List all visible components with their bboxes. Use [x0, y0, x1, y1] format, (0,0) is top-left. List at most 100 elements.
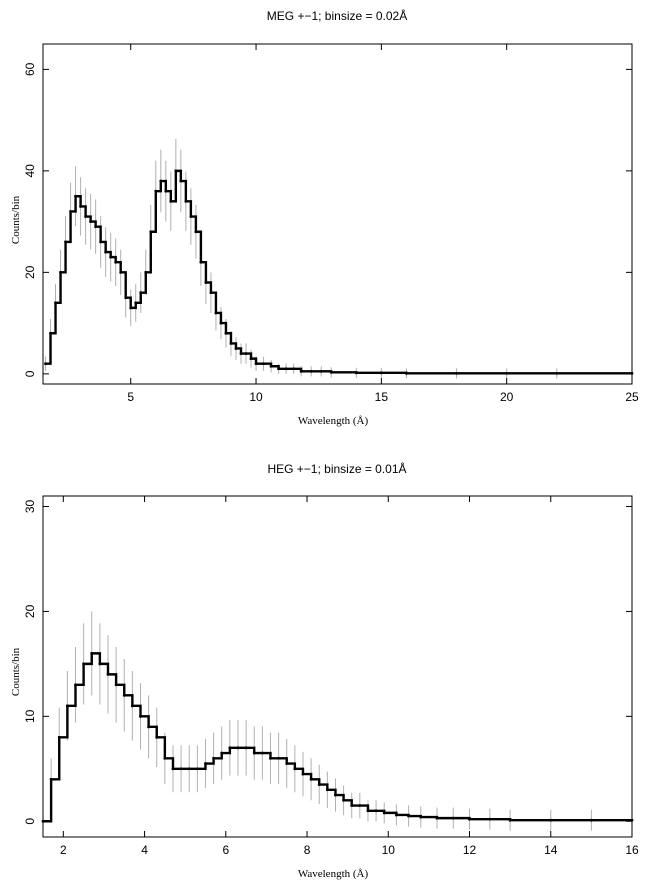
- meg-data-point: [159, 179, 163, 183]
- heg-error-bars: [42, 611, 633, 832]
- meg-data-point: [139, 291, 143, 295]
- heg-data-point: [395, 813, 398, 817]
- meg-data-point: [124, 296, 128, 300]
- heg-data-point: [407, 814, 410, 818]
- heg-data-point: [374, 809, 378, 813]
- heg-data-point: [130, 704, 134, 708]
- heg-data-point: [98, 662, 102, 666]
- heg-data-point: [49, 777, 53, 781]
- meg-data-point: [354, 371, 358, 375]
- meg-data-point: [144, 270, 148, 274]
- heg-data-point: [195, 767, 199, 771]
- heg-x-tick-label: 12: [463, 843, 477, 857]
- meg-data-point: [214, 311, 218, 315]
- heg-data-point: [488, 817, 492, 821]
- heg-data-point: [163, 756, 167, 760]
- meg-x-tick-label: 25: [625, 390, 639, 404]
- meg-series-line: [45, 169, 632, 375]
- meg-data-point: [505, 371, 509, 375]
- heg-data-point: [549, 818, 553, 822]
- heg-x-tick-label: 14: [544, 843, 558, 857]
- heg-x-tick-label: 6: [222, 843, 229, 857]
- meg-data-point: [59, 270, 62, 274]
- meg-data-point: [184, 199, 188, 203]
- heg-data-point: [139, 714, 142, 718]
- heg-data-point: [114, 683, 118, 687]
- meg-data-point: [555, 371, 559, 375]
- meg-data-point: [109, 255, 113, 259]
- meg-data-point: [154, 189, 158, 193]
- heg-data-point: [252, 751, 256, 755]
- heg-data-point: [74, 683, 77, 687]
- heg-y-tick-label: 30: [23, 499, 37, 513]
- meg-data-point: [309, 369, 313, 373]
- heg-data-point: [212, 756, 216, 760]
- meg-data-point: [329, 370, 333, 374]
- heg-series-line: [43, 652, 632, 823]
- meg-data-point: [262, 362, 265, 366]
- meg-data-point: [379, 371, 383, 375]
- heg-data-points: [41, 651, 634, 823]
- heg-data-point: [317, 783, 321, 786]
- heg-data-point: [57, 735, 61, 739]
- heg-data-point: [435, 816, 439, 820]
- heg-data-point: [220, 751, 224, 755]
- meg-data-point: [254, 362, 258, 366]
- meg-data-point: [189, 215, 193, 218]
- heg-data-point: [106, 672, 110, 676]
- heg-y-tick-label: 0: [23, 818, 37, 825]
- heg-x-tick-label: 16: [625, 843, 639, 857]
- heg-data-point: [358, 804, 362, 807]
- heg-data-point: [451, 816, 455, 820]
- meg-data-point: [64, 240, 67, 244]
- meg-chart: MEG +−1; binsize = 0.02Å Wavelength (Å) …: [10, 8, 639, 427]
- heg-plot-area: [41, 611, 634, 832]
- meg-data-point: [199, 260, 203, 264]
- heg-data-point: [228, 746, 232, 750]
- meg-data-point: [284, 367, 288, 371]
- meg-data-point: [239, 352, 243, 355]
- meg-data-point: [169, 199, 173, 203]
- meg-data-point: [229, 342, 233, 345]
- meg-data-point: [292, 367, 296, 371]
- meg-data-point: [49, 331, 52, 335]
- heg-data-point: [293, 767, 297, 771]
- heg-data-point: [334, 793, 337, 797]
- meg-data-point: [319, 369, 323, 373]
- heg-data-point: [147, 725, 151, 729]
- heg-data-point: [508, 818, 512, 822]
- heg-data-point: [204, 762, 207, 765]
- heg-x-tick-label: 8: [304, 843, 311, 857]
- meg-data-point: [299, 369, 303, 373]
- meg-data-point: [84, 215, 88, 218]
- meg-data-point: [54, 301, 57, 305]
- heg-data-point: [325, 788, 329, 792]
- heg-data-point: [269, 756, 272, 760]
- meg-data-point: [119, 270, 123, 274]
- meg-y-tick-label: 20: [23, 265, 37, 279]
- meg-data-points: [44, 169, 634, 375]
- heg-data-point: [65, 704, 69, 708]
- meg-y-axis-label: Counts/bin: [10, 195, 22, 244]
- meg-data-point: [104, 250, 108, 254]
- meg-x-tick-label: 15: [375, 390, 389, 404]
- heg-x-tick-label: 2: [60, 843, 67, 857]
- meg-data-point: [94, 225, 98, 229]
- heg-data-point: [244, 746, 248, 750]
- meg-data-point: [234, 347, 238, 350]
- meg-data-point: [114, 260, 118, 264]
- meg-data-point: [405, 371, 408, 375]
- heg-data-point: [171, 767, 175, 771]
- heg-data-point: [350, 804, 354, 807]
- heg-data-point: [366, 809, 370, 813]
- meg-x-tick-label: 5: [127, 390, 134, 404]
- heg-data-point: [90, 651, 94, 655]
- heg-data-point: [277, 756, 280, 760]
- meg-data-point: [204, 281, 208, 284]
- meg-data-point: [269, 364, 273, 368]
- heg-data-point: [419, 815, 423, 819]
- meg-data-point: [179, 179, 183, 183]
- heg-data-point: [382, 811, 386, 815]
- meg-data-point: [74, 194, 77, 198]
